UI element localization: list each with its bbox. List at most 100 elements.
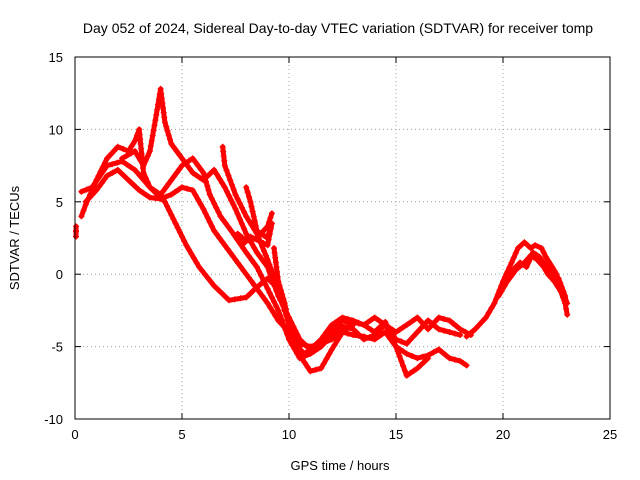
marker-track-2-39	[165, 180, 172, 187]
marker-track-2-73	[251, 260, 258, 267]
marker-track-5-58	[339, 314, 346, 321]
marker-track-3-79	[360, 333, 367, 340]
marker-track-4-38	[181, 159, 188, 165]
marker-track-2-64	[225, 224, 232, 231]
marker-track-8-28	[542, 253, 549, 260]
marker-track-10-20	[558, 284, 565, 291]
marker-track-3-59	[272, 313, 279, 320]
marker-track-5-60	[350, 317, 357, 324]
marker-track-5-49	[311, 343, 317, 350]
marker-track-3-102	[457, 358, 464, 365]
marker-track-1-35	[191, 255, 197, 262]
marker-track-2-119	[393, 336, 399, 343]
marker-track-5-82	[432, 318, 439, 325]
marker-track-1-37	[196, 264, 203, 270]
x-tick-label-1: 5	[178, 427, 185, 442]
marker-track-3-28	[192, 191, 199, 198]
marker-track-3-49	[245, 274, 252, 281]
marker-track-3-17	[143, 192, 150, 198]
marker-track-10-4	[512, 264, 519, 270]
marker-track-4-8	[144, 152, 151, 159]
marker-track-9-22	[562, 300, 569, 307]
marker-track-3-83	[378, 331, 385, 338]
marker-track-3-75	[339, 329, 346, 336]
marker-track-4-94	[332, 325, 339, 332]
marker-track-2-113	[375, 328, 382, 335]
marker-track-10-11	[533, 251, 540, 258]
marker-track-4-54	[228, 197, 235, 204]
marker-track-4-34	[171, 144, 177, 151]
marker-track-10-22	[562, 292, 569, 299]
marker-track-3-104	[463, 362, 470, 369]
marker-track-2-37	[160, 187, 167, 194]
marker-track-5-26	[266, 261, 273, 268]
marker-track-3-5	[98, 180, 105, 186]
marker-track-5-65	[371, 314, 378, 321]
marker-track-3-46	[237, 264, 244, 270]
marker-track-2-80	[266, 290, 273, 296]
tick-labels: 0 5 10 15 20 25 -10 -5 0 5 10 15	[44, 50, 617, 442]
marker-track-7-20	[293, 340, 300, 346]
marker-track-5-71	[393, 329, 399, 336]
marker-track-6-8	[252, 222, 259, 229]
marker-track-8-23	[524, 242, 531, 249]
plot-border	[74, 56, 611, 420]
marker-track-3-103	[460, 360, 467, 367]
marker-track-2-60	[215, 208, 222, 215]
marker-track-2-59	[213, 204, 220, 211]
marker-track-2-125	[418, 325, 424, 332]
marker-track-5-24	[262, 252, 269, 259]
marker-track-1-8	[109, 161, 116, 168]
marker-track-4-33	[168, 140, 175, 147]
marker-track-4-61	[243, 230, 250, 237]
marker-track-1-80	[323, 355, 330, 362]
marker-track-7-7	[275, 278, 282, 285]
y-tick-label-1: -5	[51, 340, 63, 355]
marker-track-3-85	[385, 332, 391, 339]
marker-track-2-94	[296, 355, 303, 362]
marker-track-1-76	[307, 368, 314, 375]
marker-track-10-14	[542, 262, 549, 269]
marker-track-3-10	[118, 170, 125, 177]
marker-track-8-3	[475, 322, 482, 329]
marker-track-10-17	[552, 273, 559, 280]
marker-track-4-42	[193, 172, 200, 179]
marker-track-2-55	[205, 187, 212, 194]
marker-track-8-6	[485, 309, 492, 316]
marker-track-3-22	[168, 191, 175, 198]
marker-track-3-62	[282, 325, 289, 332]
marker-track-5-81	[428, 322, 435, 329]
marker-track-6-34	[264, 223, 271, 230]
marker-track-1-23	[164, 203, 170, 210]
marker-track-2-16	[120, 145, 127, 152]
marker-track-1-31	[181, 237, 188, 244]
marker-track-4-45	[204, 173, 210, 180]
series-track-3	[82, 166, 470, 369]
marker-track-10-5	[517, 259, 524, 266]
marker-track-6-37	[268, 210, 275, 217]
marker-track-5-87	[453, 323, 460, 330]
marker-track-1-105	[398, 358, 405, 365]
marker-track-4-29	[163, 123, 170, 130]
marker-track-4-44	[200, 177, 207, 184]
marker-track-3-77	[350, 332, 357, 338]
marker-track-6-2	[246, 194, 253, 200]
marker-track-5-12	[236, 200, 243, 207]
marker-track-10-3	[508, 268, 515, 275]
marker-track-1-113	[421, 358, 428, 365]
marker-track-2-42	[173, 169, 180, 176]
marker-track-8-24	[527, 245, 534, 252]
marker-track-3-43	[229, 253, 236, 260]
marker-track-2-131	[441, 327, 448, 334]
marker-track-2-9	[97, 168, 104, 175]
marker-track-8-18	[510, 254, 517, 261]
marker-track-8-20	[515, 245, 521, 252]
marker-track-5-52	[320, 332, 327, 339]
marker-track-4-66	[256, 253, 263, 260]
marker-track-6-7	[251, 218, 258, 225]
marker-track-3-34	[206, 219, 213, 226]
y-tick-label-2: 0	[56, 267, 63, 282]
marker-track-3-81	[371, 336, 378, 343]
marker-track-3-90	[400, 348, 407, 355]
marker-track-2-77	[260, 277, 267, 283]
